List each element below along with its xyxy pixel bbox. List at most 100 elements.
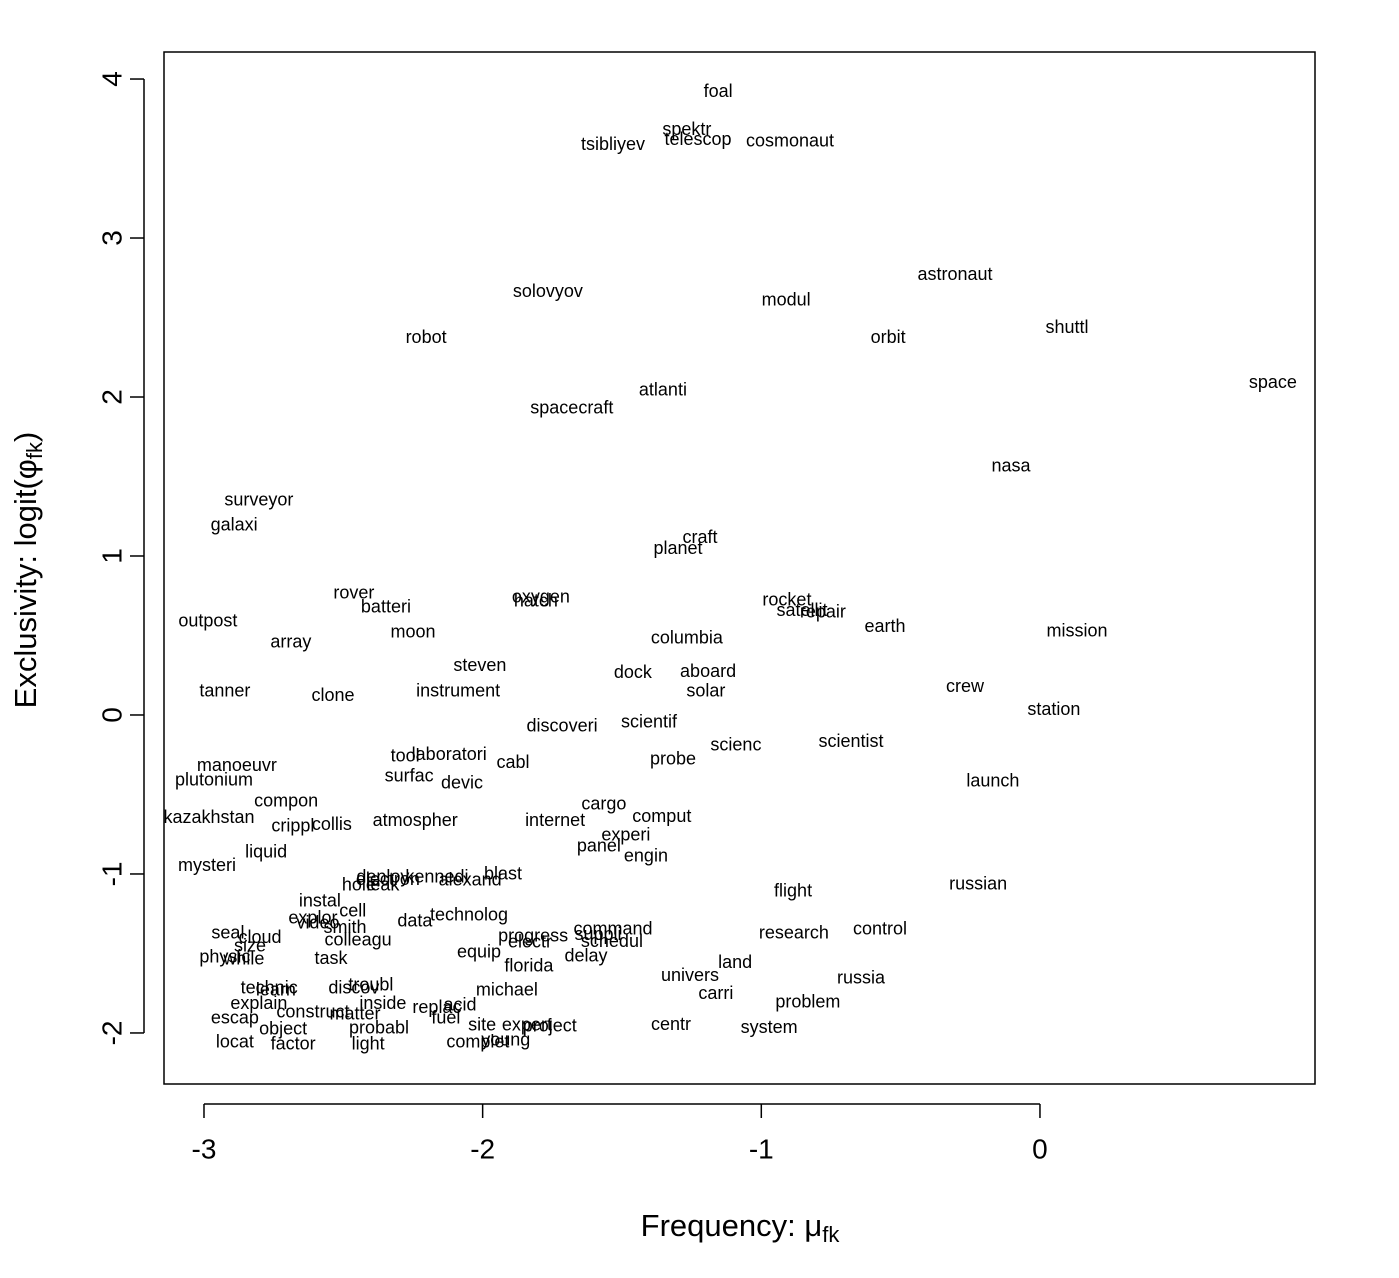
word-point: russia [837,968,886,988]
word-point: tanner [199,681,250,701]
word-point: batteri [361,597,411,617]
word-point: while [222,949,264,969]
word-point: object [259,1019,307,1039]
word-point: control [853,919,907,939]
x-title-sub: fk [822,1222,840,1247]
word-point: solovyov [513,281,583,301]
word-point: univers [661,965,719,985]
plot-frame [163,51,1316,1085]
x-tick-label: -1 [749,1133,774,1164]
word-point: rover [333,583,374,603]
word-point: telescop [665,129,732,149]
word-point: experi [601,825,650,845]
word-point: data [397,911,433,931]
x-tick-label: 0 [1032,1133,1048,1164]
word-point: panel [577,836,621,856]
word-point: engin [624,846,668,866]
word-point: cloud [238,927,281,947]
word-point: deploy [356,867,409,887]
y-tick-label: 4 [96,71,127,87]
word-point: rocket [762,590,811,610]
word-point: video [296,913,339,933]
word-point: schedul [581,931,643,951]
word-point: technic [241,978,298,998]
word-point: moon [390,622,435,642]
word-point: liquid [245,842,287,862]
word-point: clone [311,685,354,705]
word-point: smith [323,917,366,937]
word-point: seal [211,923,244,943]
word-point: discov [328,978,379,998]
word-point: flight [774,881,812,901]
word-point: mysteri [178,855,236,875]
word-point: alexand [439,870,502,890]
word-point: repair [800,602,846,622]
word-point: land [718,952,752,972]
x-tick-label: -2 [470,1133,495,1164]
word-point: spektr [662,119,711,139]
word-point: robot [406,327,447,347]
y-tick-label: 3 [96,230,127,246]
x-axis-title: Frequency: μfk [641,1208,841,1247]
word-point: launch [966,771,1019,791]
word-point: equip [457,942,501,962]
word-point: cargo [581,794,626,814]
y-tick-label: -1 [96,862,127,887]
word-point: collis [312,814,352,834]
word-point: young [481,1030,530,1050]
word-point: cabl [497,752,530,772]
word-point: manoeuvr [197,755,277,775]
word-point: factor [271,1034,316,1054]
word-point: probabl [349,1018,409,1038]
word-point: tool [391,746,420,766]
word-point: modul [762,290,811,310]
word-point: carri [698,983,733,1003]
word-point: space [1249,372,1297,392]
word-point: aboard [680,661,736,681]
word-point: plutonium [175,770,253,790]
word-point: troubl [348,975,393,995]
word-point: centr [651,1014,691,1034]
word-point: hole [342,875,376,895]
word-point: mission [1047,621,1108,641]
word-point: instal [299,891,341,911]
word-point: tsibliyev [581,134,645,154]
word-point: crew [946,676,985,696]
word-point: internet [525,810,585,830]
word-point: outpost [178,611,237,631]
word-point: cosmonaut [746,131,834,151]
word-point: cell [339,901,366,921]
word-point: replac [412,997,461,1017]
word-point: probe [650,749,696,769]
word-point: explain [230,993,287,1013]
word-point: atmospher [373,810,458,830]
word-point: locat [216,1032,254,1052]
word-point: project [523,1016,577,1036]
word-point: scienc [710,735,761,755]
word-point: fuel [431,1008,460,1028]
word-point: orbit [871,327,906,347]
word-point: expert [502,1015,552,1035]
word-point: physic [199,947,250,967]
word-point: discoveri [527,716,598,736]
word-point: research [759,923,829,943]
word-point: delay [565,946,608,966]
word-point: scientist [819,731,884,751]
word-point: florida [504,956,554,976]
word-point: construct [276,1002,349,1022]
word-point: inside [359,993,406,1013]
word-point: instrument [416,681,500,701]
word-point: satellit [776,600,827,620]
y-axis-title: Exclusivity: logit(φfk) [8,432,47,709]
word-point: astronaut [917,264,992,284]
word-point: leak [366,875,400,895]
word-point: matter [330,1004,381,1024]
word-point: array [270,632,311,652]
y-tick-label: 0 [96,707,127,723]
word-point: electr [508,932,552,952]
word-point: craft [682,527,717,547]
word-point: devic [441,773,483,793]
word-point: earth [865,616,906,636]
y-title-sub: fk [22,441,47,459]
